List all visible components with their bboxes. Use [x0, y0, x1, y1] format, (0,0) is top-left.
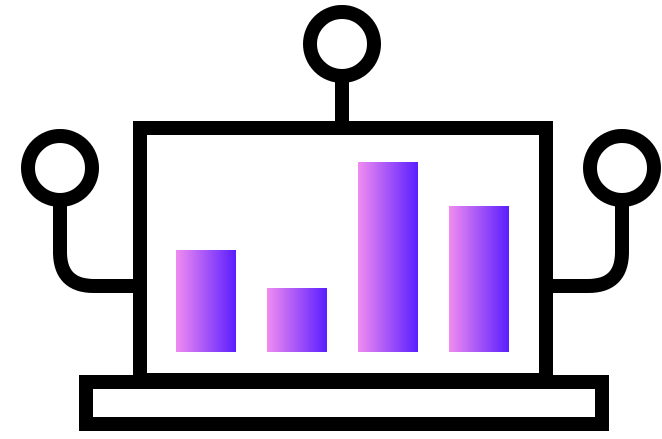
- chart-bar: [358, 162, 418, 352]
- right-antenna-knob-icon: [583, 129, 661, 207]
- bar-chart-icon: [176, 162, 509, 352]
- left-antenna-arm: [53, 193, 147, 293]
- chart-bar: [176, 250, 236, 352]
- chart-bar: [267, 288, 327, 352]
- right-antenna-arm: [539, 193, 629, 293]
- chart-bar: [449, 206, 509, 352]
- left-antenna-knob-icon: [21, 129, 99, 207]
- top-antenna-knob-icon: [303, 5, 381, 83]
- monitor-base: [79, 375, 609, 431]
